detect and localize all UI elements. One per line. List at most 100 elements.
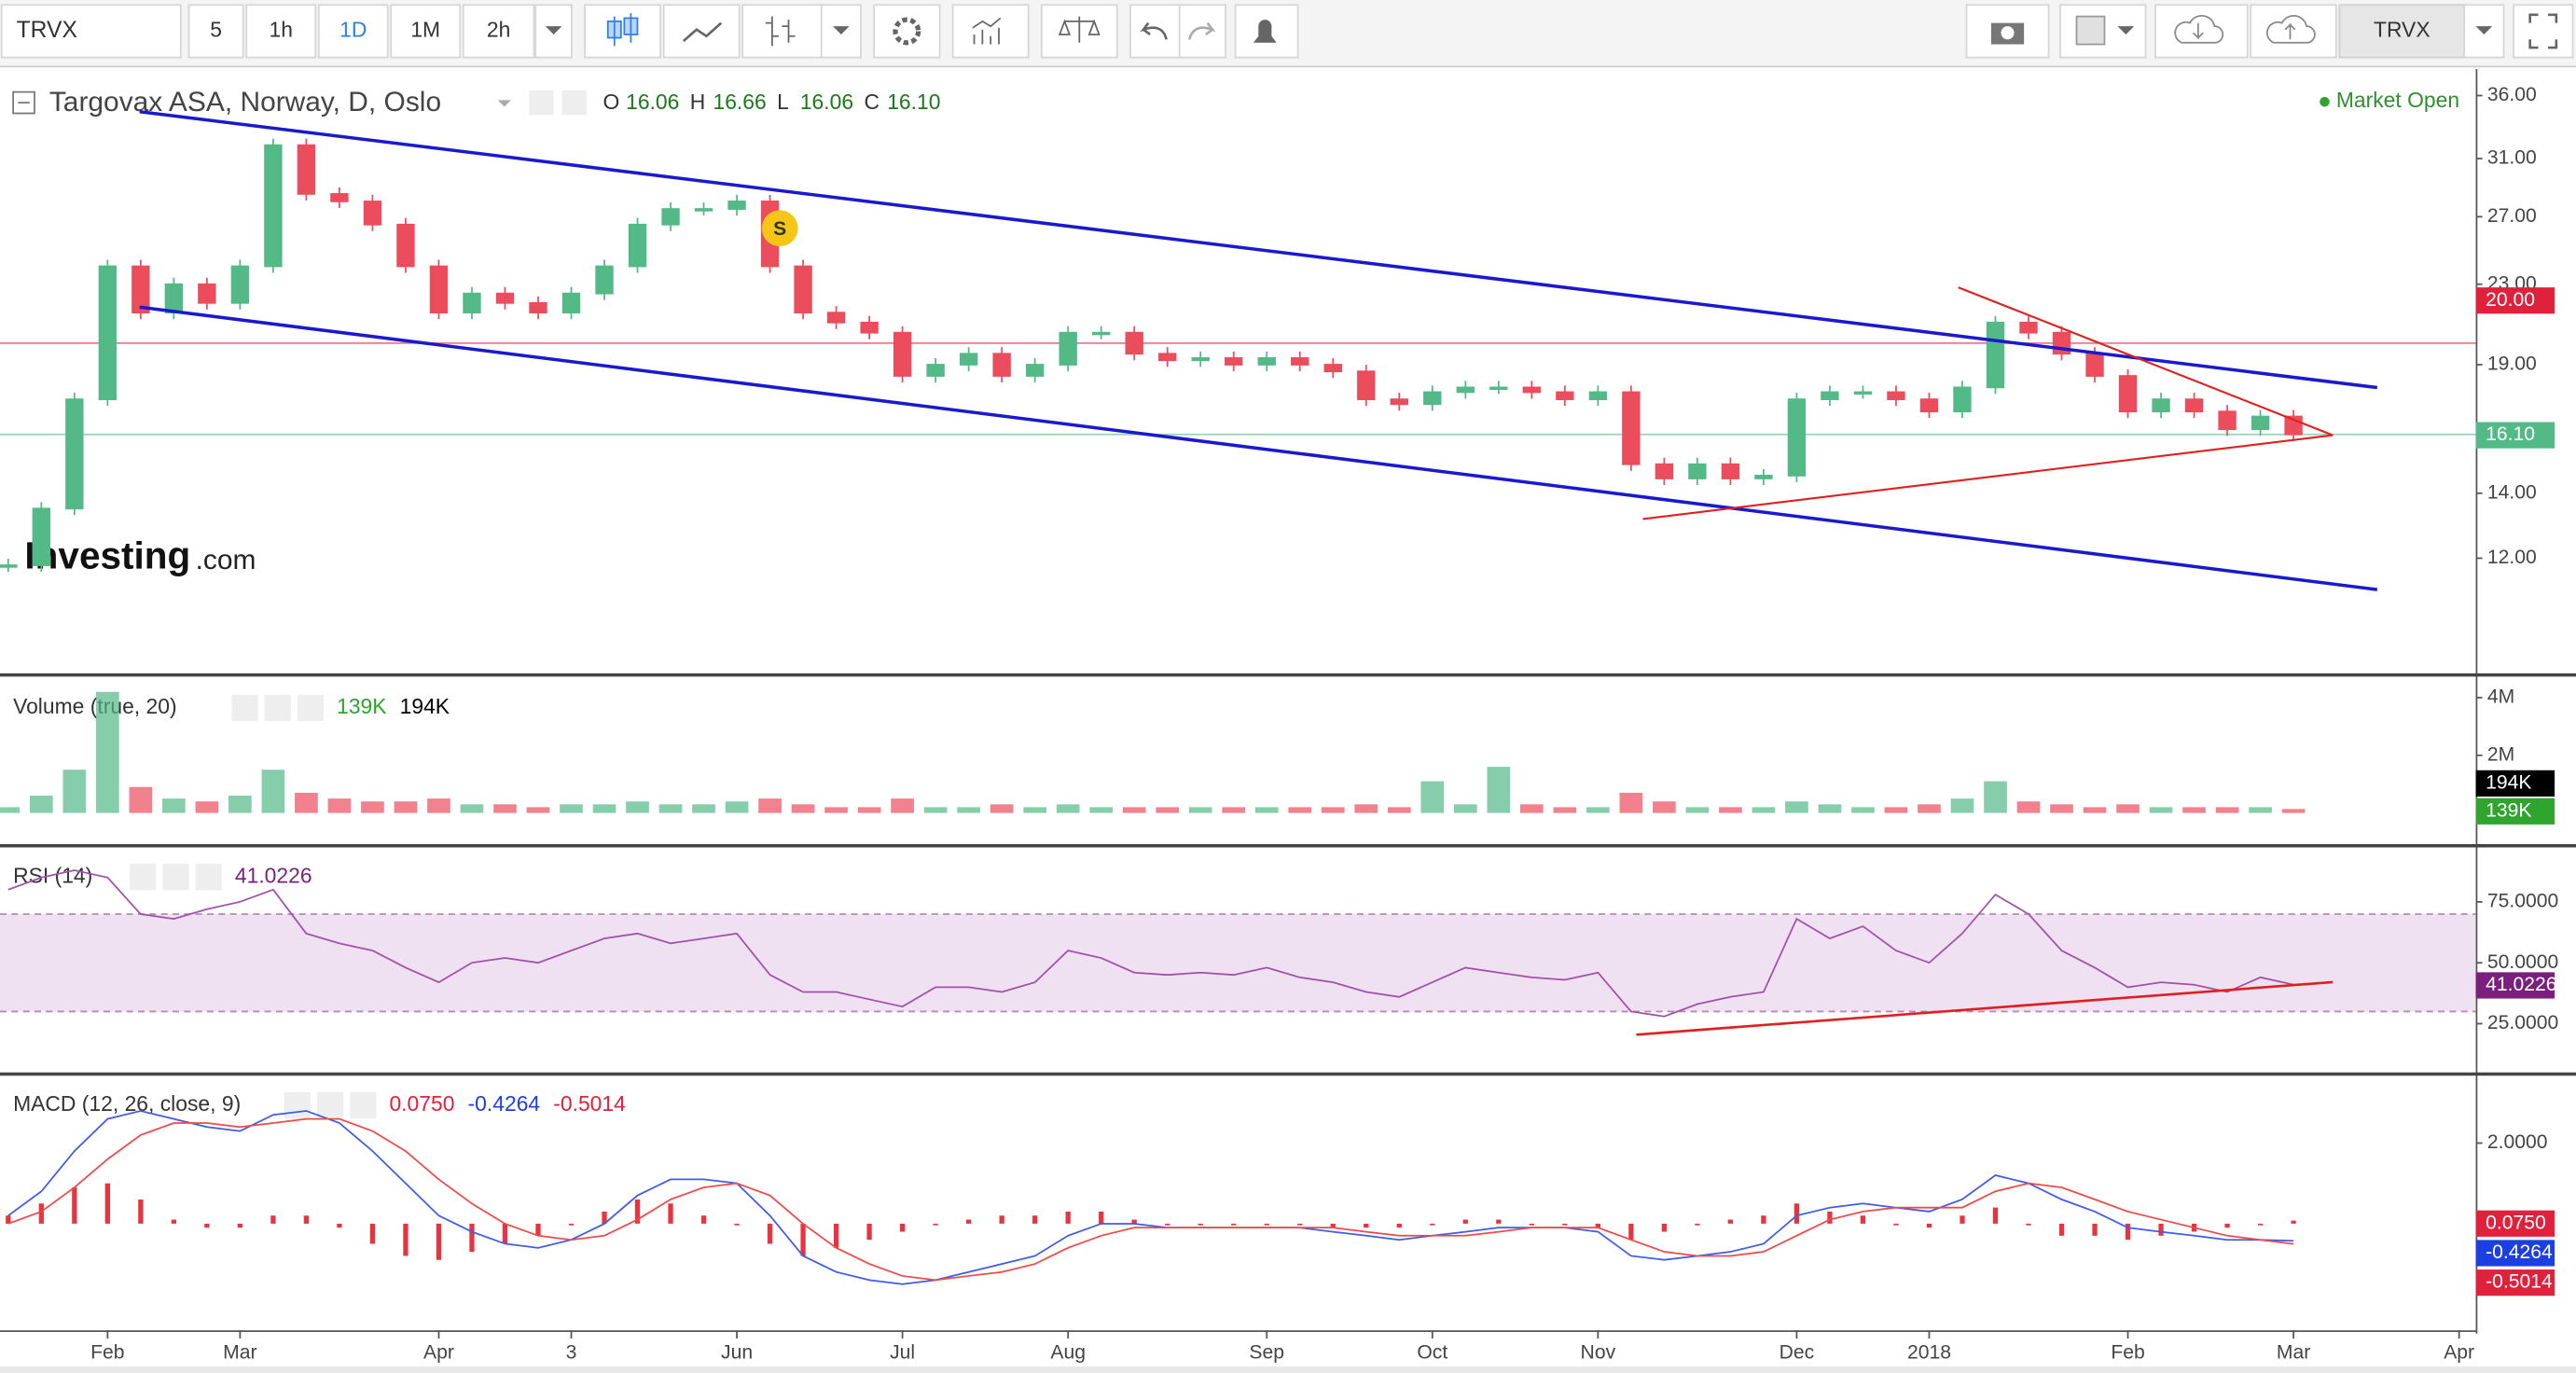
legend-mini-button[interactable] <box>231 694 258 721</box>
candle <box>2019 321 2038 334</box>
volume-bar <box>990 804 1014 813</box>
histogram-bar <box>1198 1223 1203 1226</box>
legend-mini-button[interactable] <box>162 864 189 891</box>
interval-button[interactable] <box>317 4 389 59</box>
candle-type-button[interactable] <box>584 4 661 59</box>
x-tick-label: Dec <box>1780 1341 1815 1363</box>
histogram-bar <box>634 1199 641 1224</box>
price-label: 16.10 <box>2486 423 2535 445</box>
volume-bar <box>295 792 318 813</box>
candle <box>1091 331 1111 336</box>
volume-bar <box>824 807 848 813</box>
candle <box>1953 386 1972 413</box>
volume-bar <box>2016 801 2041 813</box>
legend-value: 41.0226 <box>235 863 312 887</box>
histogram-bar <box>1364 1223 1369 1228</box>
histogram-bar <box>38 1203 44 1224</box>
volume-bar <box>1188 807 1212 813</box>
legend-mini-button[interactable] <box>195 864 222 891</box>
fullscreen-button[interactable] <box>2513 4 2574 59</box>
title-dropdown[interactable] <box>497 100 511 107</box>
price-label-box <box>2475 770 2555 797</box>
volume-bar <box>1056 804 1080 813</box>
volume-bar <box>327 798 352 813</box>
interval-button[interactable] <box>245 4 317 59</box>
volume-bar <box>1785 801 1808 813</box>
candle <box>1191 357 1210 362</box>
volume-bar <box>0 807 21 813</box>
candle <box>230 265 250 304</box>
volume-bar <box>2050 804 2073 813</box>
settings-button[interactable] <box>873 4 941 59</box>
symbol-box[interactable] <box>2338 4 2466 59</box>
indicators-icon <box>972 17 1002 45</box>
histogram-bar <box>1992 1207 1999 1224</box>
legend-mini-button[interactable] <box>130 864 157 891</box>
camera-lens <box>2001 26 2015 40</box>
symbol-dropdown[interactable] <box>2463 4 2505 59</box>
volume-bar <box>1387 807 1411 813</box>
ohlc-key: L <box>777 90 789 114</box>
settings-mini-button[interactable] <box>561 90 587 116</box>
price-label: 41.0226 <box>2486 974 2556 995</box>
histogram-bar <box>1695 1223 1700 1226</box>
x-tick-label: Apr <box>2444 1341 2474 1363</box>
candle <box>330 193 349 202</box>
price-label: 139K <box>2486 799 2531 821</box>
symbol-input[interactable] <box>0 4 182 59</box>
volume-bar <box>725 801 749 813</box>
legend-mini-button[interactable] <box>264 694 291 721</box>
histogram-bar <box>999 1215 1004 1224</box>
load-button[interactable] <box>2154 4 2249 59</box>
histogram-bar <box>1661 1223 1668 1232</box>
compare-icon <box>1058 16 1101 43</box>
volume-bar <box>493 804 517 813</box>
histogram-bar <box>1595 1223 1600 1228</box>
interval-button[interactable] <box>462 4 535 59</box>
candle <box>661 208 680 226</box>
interval-button[interactable] <box>390 4 462 59</box>
histogram-bar <box>2026 1223 2031 1226</box>
histogram-bar <box>436 1223 442 1260</box>
candle <box>297 144 316 195</box>
price-label: 194K <box>2486 771 2531 793</box>
legend-mini-button[interactable] <box>284 1091 311 1119</box>
legend-mini-button[interactable] <box>297 694 325 721</box>
candle <box>694 208 713 212</box>
candle <box>132 265 150 314</box>
watermark-suffix: .com <box>196 545 256 576</box>
indicators-button[interactable] <box>951 4 1030 59</box>
event-marker <box>761 210 798 247</box>
candle <box>164 283 184 314</box>
ohlc-key: O <box>602 90 619 114</box>
symbol-box-text: TRVX <box>2374 18 2431 42</box>
histogram-bar <box>2058 1223 2065 1236</box>
histogram-bar <box>1794 1203 1800 1224</box>
ohlc-key: H <box>690 90 706 114</box>
redo-button[interactable] <box>1178 4 1226 59</box>
volume-bar <box>1918 804 1941 813</box>
legend-mini-button[interactable] <box>350 1091 377 1119</box>
legend-mini-button[interactable] <box>316 1091 344 1119</box>
candle <box>1986 321 2005 389</box>
candle <box>1025 364 1045 377</box>
interval-button[interactable] <box>187 4 244 59</box>
watermark: Investing <box>24 534 190 576</box>
line-icon <box>682 21 723 43</box>
price-label-box <box>2475 1269 2555 1297</box>
undo-button[interactable] <box>1129 4 1181 59</box>
price-label: -0.5014 <box>2486 1271 2553 1293</box>
volume-bar <box>62 770 87 813</box>
save-button[interactable] <box>2250 4 2337 59</box>
candle <box>1688 463 1707 479</box>
line-type-button[interactable] <box>662 4 741 59</box>
redo-icon <box>1188 21 1216 40</box>
candle <box>1456 386 1475 394</box>
bar-type-button[interactable] <box>741 4 823 59</box>
histogram-bar <box>1297 1223 1303 1226</box>
volume-bar <box>891 798 914 813</box>
candle <box>2152 398 2170 413</box>
visibility-button[interactable] <box>529 90 554 116</box>
volume-bar <box>791 804 815 813</box>
